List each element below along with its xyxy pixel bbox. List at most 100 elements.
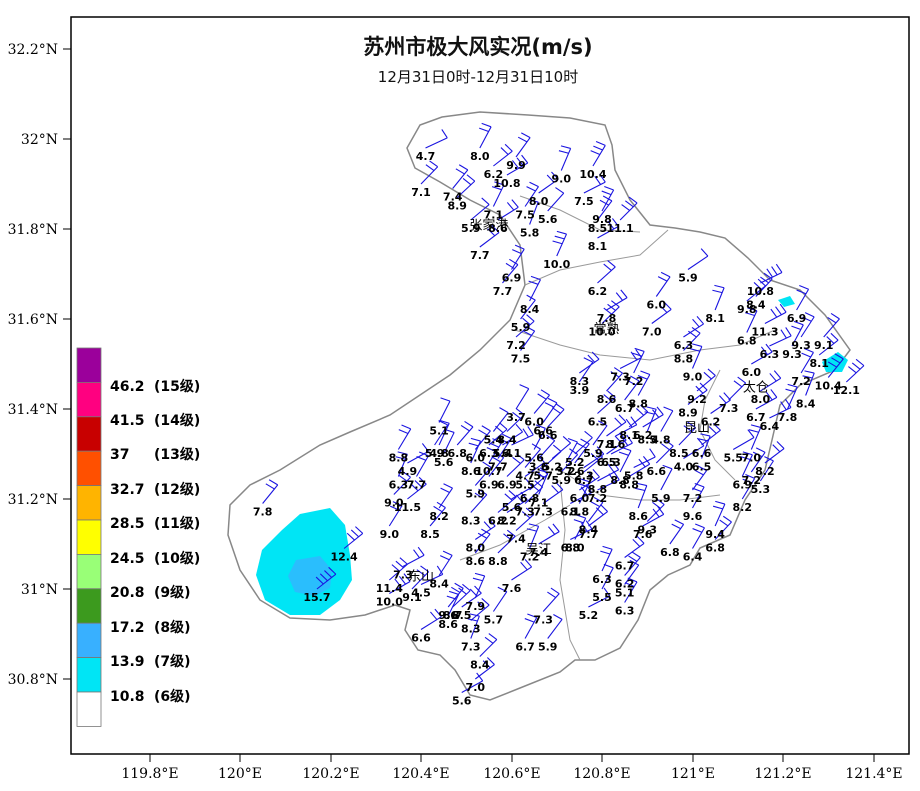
lat-tick-label: 30.8°N (8, 672, 58, 688)
station-value: 9.3 (791, 339, 811, 352)
station-value: 10.8 (493, 177, 520, 190)
wind-barb (845, 358, 865, 383)
wind-barb (560, 448, 579, 473)
station-value: 6.1 (502, 447, 522, 460)
wind-barb (597, 390, 616, 414)
lon-tick-label: 121.4°E (845, 766, 902, 782)
wind-barb (610, 434, 633, 455)
station-value: 10.0 (376, 596, 403, 609)
station-value: 6.0 (466, 452, 486, 465)
station-value: 6.2 (633, 429, 653, 442)
station-value: 9.2 (687, 393, 707, 406)
station-value: 5.6 (502, 501, 522, 514)
city-label: 东山 (408, 570, 434, 585)
wind-barb (802, 370, 815, 396)
wind-barb (524, 181, 539, 207)
wind-barb (479, 122, 492, 149)
station-value: 6.6 (647, 465, 667, 478)
station-value: 7.7 (493, 285, 513, 298)
station-value: 8.8 (610, 474, 630, 487)
wind-barb (474, 528, 491, 554)
station-value: 8.4 (746, 299, 766, 312)
wind-barb (388, 557, 408, 581)
station-value: 6.8 (447, 447, 467, 460)
wind-barb (687, 248, 709, 270)
wind-barb (748, 424, 762, 450)
station-value: 4.7 (515, 470, 535, 483)
station-value: 8.4 (796, 398, 816, 411)
wind-barb (558, 145, 572, 171)
wind-barb (528, 199, 539, 225)
wind-barb (506, 491, 528, 513)
wind-barb (759, 456, 774, 482)
wind-barb (632, 347, 645, 374)
wind-barb (601, 563, 614, 590)
wind-barb (491, 181, 505, 207)
wind-barb (497, 529, 516, 554)
wind-barb (461, 672, 484, 693)
wind-barb (750, 447, 766, 473)
legend-value: 28.5 (110, 516, 145, 532)
wind-barb (533, 389, 550, 414)
wind-barb (712, 500, 726, 527)
wind-barb (660, 406, 674, 432)
wind-barb (524, 443, 541, 468)
wind-barb (660, 464, 673, 491)
legend-grade: (7级) (154, 653, 191, 670)
city-label: 常熟 (594, 321, 620, 337)
lon-tick-label: 119.8°E (121, 766, 178, 782)
wind-barb (411, 565, 430, 590)
wind-barb (542, 482, 564, 504)
wind-barb (683, 326, 701, 351)
legend-value: 32.7 (110, 482, 145, 498)
wind-barb (606, 367, 623, 392)
wind-barb (597, 471, 620, 491)
station-value: 5.6 (524, 452, 544, 465)
city-label: 吴江 (526, 543, 552, 558)
legend-grade: (10级) (154, 550, 200, 567)
legend-color-box (76, 588, 102, 624)
station-value: 6.7 (574, 474, 594, 487)
lat-tick-label: 32°N (21, 132, 58, 148)
station-value: 7.1 (597, 438, 617, 451)
station-value: 7.3 (461, 641, 481, 654)
station-value: 6.2 (484, 168, 504, 181)
station-value: 9.1 (814, 339, 834, 352)
station-value: 7.6 (633, 528, 653, 541)
station-value: 7.2 (520, 551, 540, 564)
map-subtitle: 12月31日0时-12月31日10时 (378, 68, 578, 86)
wind-barb (488, 452, 505, 477)
city-label: 昆山 (684, 421, 710, 436)
lat-axis: 32.2°N 32°N 31.8°N 31.6°N 31.4°N 31.2°N … (8, 42, 71, 688)
station-value: 6.8 (520, 492, 540, 505)
station-value: 5.9 (583, 447, 603, 460)
wind-barb (619, 196, 638, 221)
wind-barb (520, 325, 536, 351)
station-value: 8.3 (570, 375, 590, 388)
wind-barb (712, 284, 725, 311)
station-value: 8.1 (705, 312, 725, 325)
station-value: 8.1 (619, 429, 639, 442)
wind-barb (574, 430, 593, 455)
legend-value: 10.8 (110, 689, 145, 705)
station-value: 8.9 (678, 407, 698, 420)
legend-color-box (76, 554, 102, 590)
wind-barb (443, 428, 455, 455)
lon-tick-label: 120°E (218, 766, 262, 782)
wind-barb (474, 657, 495, 680)
station-value: 7.6 (502, 582, 522, 595)
station-value: 8.5 (669, 447, 689, 460)
legend-color-box (76, 691, 102, 727)
wind-barb (690, 343, 703, 369)
wind-barb (470, 488, 488, 513)
station-value: 8.0 (751, 393, 771, 406)
legend-color-box (76, 657, 102, 693)
wind-barb (492, 586, 508, 612)
station-value: 5.9 (552, 474, 572, 487)
station-value: 6.3 (601, 456, 621, 469)
station-value: 8.3 (461, 515, 481, 528)
wind-barb (511, 426, 534, 446)
station-value: 10.7 (475, 465, 502, 478)
station-value: 5.8 (624, 470, 644, 483)
legend-color-box (76, 622, 102, 659)
